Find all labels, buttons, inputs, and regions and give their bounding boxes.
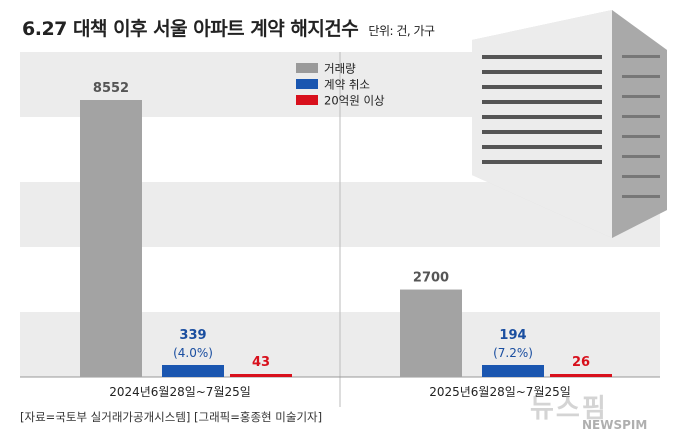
- pct-label: (7.2%): [493, 346, 533, 360]
- pct-label: (4.0%): [173, 346, 213, 360]
- bar-cancel: [162, 365, 224, 377]
- data-label: 339: [179, 328, 206, 343]
- data-label: 26: [572, 355, 590, 370]
- apartment-building-image: [472, 10, 667, 238]
- newspim-watermark-logo: 뉴스핌: [530, 388, 608, 425]
- data-label: 8552: [93, 81, 129, 96]
- legend-label: 20억원 이상: [324, 94, 385, 108]
- data-label: 2700: [413, 271, 449, 286]
- legend-swatch: [296, 79, 318, 89]
- bar-volume: [80, 100, 142, 377]
- x-tick-label: 2024년6월28일~7월25일: [109, 385, 251, 399]
- unit-label: 단위: 건, 가구: [368, 24, 435, 38]
- legend-label: 거래량: [324, 62, 356, 76]
- source-caption: [자료=국토부 실거래가공개시스템] [그래픽=홍종현 미술기자]: [20, 410, 323, 424]
- bar-over2b: [230, 374, 292, 377]
- legend-swatch: [296, 95, 318, 105]
- bar-cancel: [482, 365, 544, 377]
- watermark-text: 뉴스핌: [530, 394, 608, 424]
- newspim-watermark-sub: NEWSPIM: [582, 418, 648, 432]
- bar-volume: [400, 289, 462, 377]
- data-label: 43: [252, 355, 270, 370]
- legend-swatch: [296, 63, 318, 73]
- x-tick-label: 2025년6월28일~7월25일: [429, 385, 571, 399]
- title-text: 6.27 대책 이후 서울 아파트 계약 해지건수: [22, 18, 359, 40]
- bar-over2b: [550, 374, 612, 377]
- chart-title: 6.27 대책 이후 서울 아파트 계약 해지건수 단위: 건, 가구: [22, 14, 435, 41]
- legend-label: 계약 취소: [324, 78, 370, 92]
- data-label: 194: [499, 328, 526, 343]
